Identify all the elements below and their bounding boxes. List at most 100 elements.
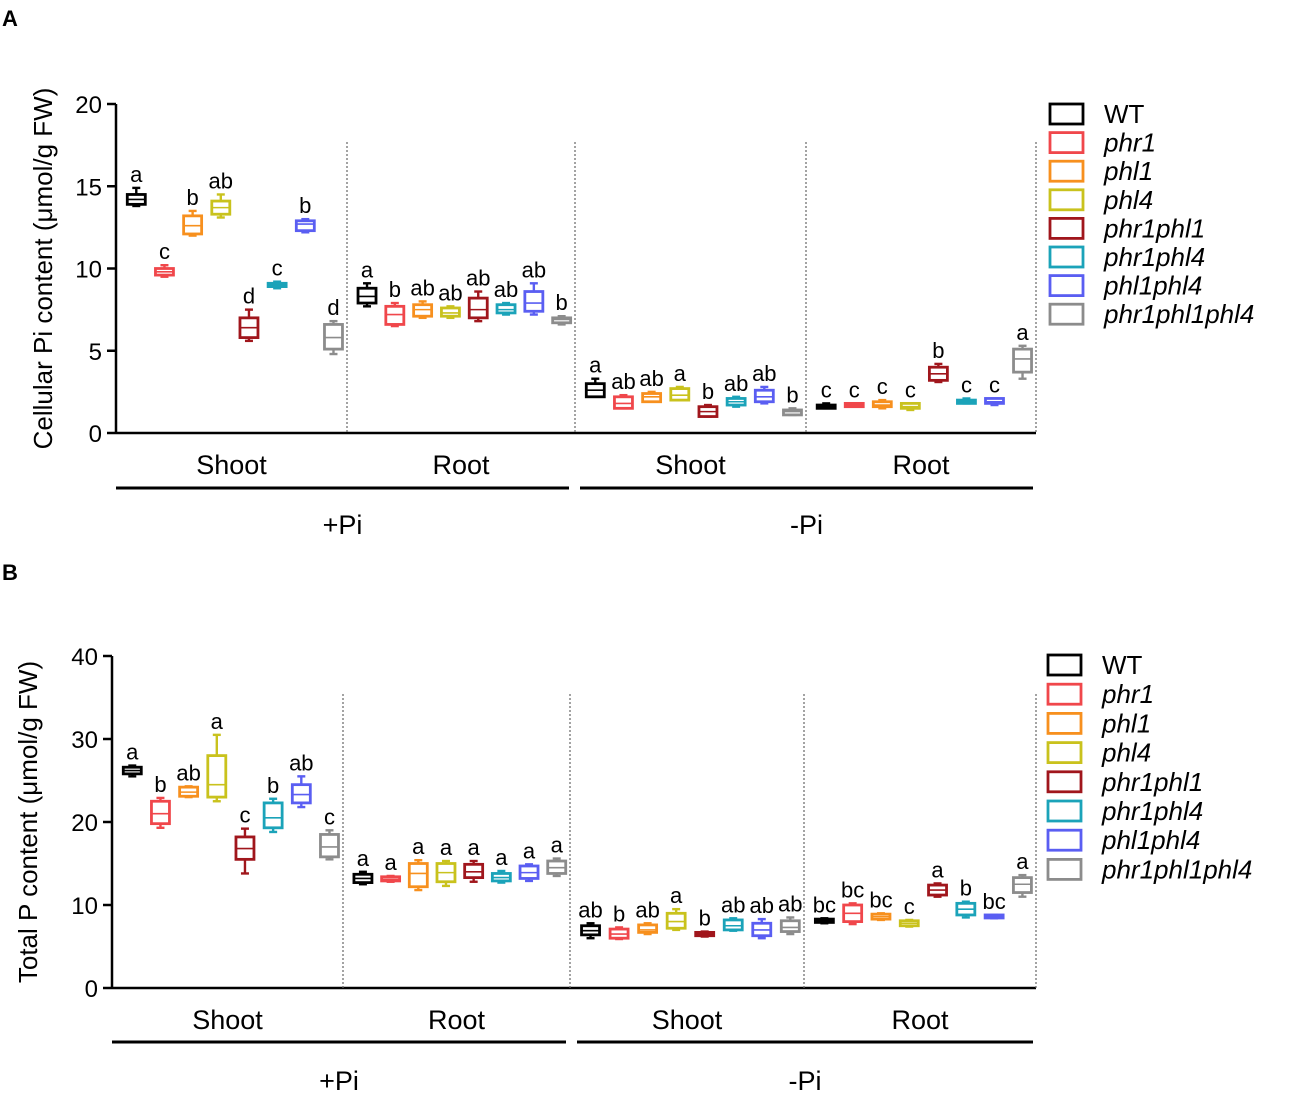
- box-phr1phl4: ab: [724, 371, 748, 408]
- box-body: [323, 323, 344, 351]
- box-body: [463, 862, 485, 880]
- significance-letter: c: [272, 256, 283, 281]
- box-body: [782, 408, 803, 417]
- legend-swatch: [1046, 712, 1083, 735]
- box-phr1: c: [154, 239, 175, 278]
- box-phr1phl1phl4: d: [323, 295, 344, 356]
- significance-letter: b: [702, 379, 714, 404]
- significance-letter: a: [495, 845, 508, 870]
- significance-letter: a: [1016, 849, 1029, 874]
- legend-label: phr1phl1phl4: [1103, 299, 1254, 329]
- significance-letter: a: [931, 857, 944, 882]
- significance-letter: a: [468, 835, 481, 860]
- legend-swatch: [1048, 245, 1085, 269]
- significance-letter: a: [357, 846, 370, 871]
- significance-letter: ab: [410, 275, 434, 300]
- y-tick-label: 15: [75, 174, 102, 201]
- legend-swatch: [1048, 102, 1085, 126]
- box-body: [495, 303, 517, 315]
- significance-letter: bc: [813, 892, 836, 917]
- box-WT: ab: [578, 897, 603, 940]
- legend-swatch: [1046, 682, 1083, 706]
- box-phr1phl1phl4: a: [1012, 849, 1033, 898]
- box-body: [523, 290, 545, 313]
- legend-label: WT: [1104, 99, 1145, 129]
- box-phl1: ab: [635, 897, 660, 936]
- condition-label: +Pi: [319, 1066, 359, 1096]
- legend-swatch: [1048, 131, 1085, 155]
- significance-letter: ab: [752, 361, 776, 386]
- box-phr1phl1: b: [697, 379, 719, 418]
- box-phr1: a: [380, 850, 402, 883]
- box-phr1: bc: [841, 877, 864, 926]
- condition-label: -Pi: [789, 1066, 822, 1096]
- significance-letter: ab: [522, 257, 546, 282]
- significance-letter: c: [849, 377, 860, 402]
- box-phr1phl1: ab: [466, 266, 490, 323]
- box-phl1: ab: [639, 366, 664, 404]
- significance-letter: b: [613, 901, 625, 926]
- legend-item-phr1phl1phl4: phr1phl1phl4: [1048, 299, 1254, 329]
- significance-letter: b: [932, 338, 944, 363]
- box-body: [779, 919, 801, 933]
- y-axis-title: Cellular Pi content (μmol/g FW): [28, 88, 58, 450]
- significance-letter: c: [159, 239, 170, 264]
- y-tick-label: 5: [89, 339, 102, 366]
- box-phl4: ab: [438, 280, 463, 320]
- box-phl4: c: [899, 377, 921, 412]
- box-phr1phl4: c: [266, 256, 288, 290]
- box-phr1phl1phl4: a: [1012, 320, 1033, 380]
- tissue-label: Shoot: [192, 1005, 263, 1035]
- significance-letter: a: [384, 850, 397, 875]
- box-phl4: a: [665, 883, 687, 932]
- box-phr1phl1phl4: ab: [778, 891, 803, 936]
- legend-label: phl4: [1103, 185, 1153, 215]
- box-body: [669, 387, 691, 402]
- significance-letter: c: [239, 803, 250, 828]
- box-WT: a: [121, 740, 143, 778]
- box-phl1phl4: ab: [289, 750, 314, 809]
- significance-letter: ab: [466, 266, 490, 291]
- significance-letter: b: [186, 185, 198, 210]
- significance-letter: ab: [578, 897, 602, 922]
- significance-letter: b: [267, 773, 279, 798]
- box-body: [899, 401, 921, 410]
- legend-label: phl4: [1101, 738, 1151, 768]
- box-phl1: bc: [869, 887, 893, 922]
- box-body: [722, 918, 744, 932]
- box-body: [407, 862, 429, 889]
- significance-letter: c: [877, 374, 888, 399]
- box-WT: c: [815, 377, 837, 410]
- significance-letter: a: [1016, 320, 1029, 345]
- box-body: [1012, 347, 1033, 374]
- box-body: [753, 388, 775, 404]
- legend-swatch: [1046, 770, 1083, 794]
- box-phl1phl4: b: [294, 193, 316, 234]
- box-phl4: ab: [209, 168, 233, 219]
- box-phl4: a: [435, 835, 457, 888]
- y-axis-title: Total P content (μmol/g FW): [13, 661, 43, 983]
- significance-letter: ab: [209, 168, 233, 193]
- legend-item-phl1: phl1: [1048, 156, 1153, 186]
- legend-swatch: [1048, 188, 1085, 212]
- box-phr1phl1: b: [694, 906, 716, 938]
- box-phl1: ab: [410, 275, 435, 320]
- significance-letter: a: [589, 353, 602, 378]
- condition-label: -Pi: [790, 510, 823, 540]
- legend-swatch: [1046, 858, 1083, 881]
- y-tick-label: 40: [71, 644, 98, 671]
- significance-letter: a: [412, 834, 425, 859]
- panel-letter-A: A: [2, 6, 18, 31]
- legend-label: phr1: [1101, 679, 1154, 709]
- y-tick-label: 0: [89, 421, 102, 448]
- box-phr1: b: [384, 277, 406, 328]
- significance-letter: a: [211, 709, 224, 734]
- box-body: [294, 219, 316, 233]
- significance-letter: ab: [778, 891, 802, 916]
- box-phl1phl4: c: [984, 372, 1005, 407]
- box-phl1phl4: a: [518, 838, 540, 883]
- box-phl1phl4: bc: [983, 889, 1006, 920]
- box-body: [150, 799, 171, 826]
- box-phr1: b: [150, 772, 171, 830]
